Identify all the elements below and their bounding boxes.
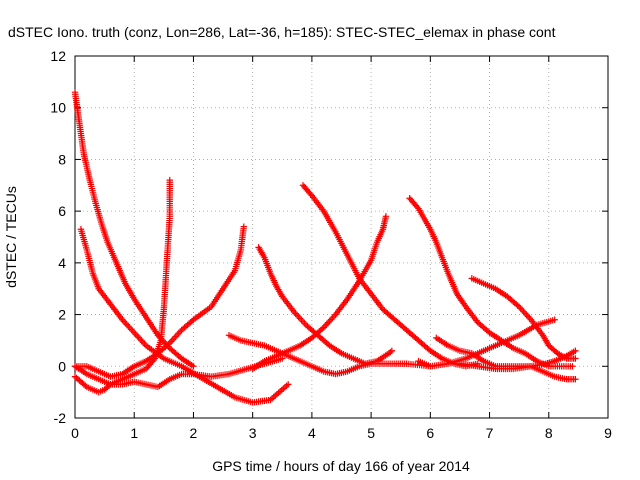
series-arc-8 bbox=[225, 332, 434, 378]
data-point-marker bbox=[322, 322, 329, 330]
series-arc-6 bbox=[255, 244, 396, 367]
data-point-marker bbox=[128, 326, 135, 333]
data-point-marker bbox=[327, 316, 335, 323]
data-point-marker bbox=[520, 308, 527, 315]
data-point-marker bbox=[188, 317, 196, 325]
plot-frame bbox=[74, 55, 609, 419]
x-tick-label: 8 bbox=[545, 425, 553, 441]
series-arc-14 bbox=[456, 347, 579, 373]
data-point-marker bbox=[298, 316, 305, 324]
data-point-marker bbox=[323, 321, 330, 328]
data-point-marker bbox=[293, 312, 301, 319]
x-tick-label: 4 bbox=[308, 425, 316, 441]
x-tick-label: 1 bbox=[130, 425, 138, 441]
data-point-marker bbox=[132, 331, 139, 338]
data-point-marker bbox=[514, 302, 521, 309]
data-point-marker bbox=[169, 336, 176, 343]
x-tick-label: 3 bbox=[249, 425, 257, 441]
series-arc-7 bbox=[249, 213, 390, 373]
data-point-marker bbox=[299, 318, 307, 325]
data-point-marker bbox=[572, 347, 579, 354]
data-point-marker bbox=[296, 315, 304, 322]
chart-title: dSTEC Iono. truth (conz, Lon=286, Lat=-3… bbox=[8, 24, 556, 40]
data-point-marker bbox=[551, 316, 558, 323]
x-tick-label: 6 bbox=[426, 425, 434, 441]
data-point-marker bbox=[307, 190, 314, 198]
y-tick-label: 12 bbox=[50, 48, 66, 64]
data-point-marker bbox=[135, 334, 142, 341]
data-point-marker bbox=[388, 347, 396, 354]
gridlines bbox=[75, 56, 608, 418]
data-point-marker bbox=[175, 330, 182, 337]
data-point-marker bbox=[131, 329, 138, 336]
data-point-marker bbox=[240, 223, 247, 230]
data-point-marker bbox=[168, 338, 175, 345]
y-tick-label: 0 bbox=[58, 358, 66, 374]
data-point-marker bbox=[125, 323, 132, 330]
data-point-marker bbox=[138, 337, 145, 344]
series-arc-3 bbox=[77, 226, 292, 406]
data-point-marker bbox=[326, 317, 333, 325]
data-point-marker bbox=[170, 334, 178, 342]
series-group bbox=[71, 89, 579, 406]
y-tick-label: 8 bbox=[58, 151, 66, 167]
data-point-marker bbox=[172, 333, 179, 340]
data-point-marker bbox=[319, 325, 326, 332]
data-point-marker bbox=[569, 363, 576, 370]
data-point-marker bbox=[123, 321, 131, 328]
data-point-marker bbox=[523, 311, 530, 319]
data-point-marker bbox=[414, 203, 421, 211]
series-arc-1 bbox=[71, 89, 197, 370]
data-point-marker bbox=[552, 348, 560, 356]
data-point-marker bbox=[572, 376, 579, 383]
data-point-marker bbox=[126, 324, 133, 332]
data-point-marker bbox=[165, 341, 172, 348]
data-point-marker bbox=[82, 382, 89, 389]
y-tick-label: 4 bbox=[58, 255, 66, 271]
data-point-marker bbox=[524, 313, 532, 320]
x-tick-label: 9 bbox=[604, 425, 612, 441]
y-tick-label: 10 bbox=[50, 100, 66, 116]
x-tick-label: 0 bbox=[71, 425, 79, 441]
y-tick-label: 6 bbox=[58, 203, 66, 219]
series-arc-13 bbox=[415, 316, 558, 370]
data-point-marker bbox=[572, 355, 579, 362]
data-point-marker bbox=[141, 340, 148, 348]
data-point-marker bbox=[173, 331, 181, 339]
data-point-marker bbox=[387, 348, 394, 356]
x-axis-label: GPS time / hours of day 166 of year 2014 bbox=[212, 458, 470, 474]
x-tick-label: 2 bbox=[190, 425, 198, 441]
data-point-marker bbox=[122, 319, 129, 327]
y-tick-label: -2 bbox=[54, 410, 67, 426]
data-point-marker bbox=[139, 339, 147, 346]
x-tick-label: 5 bbox=[367, 425, 375, 441]
data-point-marker bbox=[129, 327, 136, 335]
y-axis-label: dSTEC / TECUs bbox=[3, 186, 19, 288]
data-point-marker bbox=[517, 305, 524, 312]
x-tick-label: 7 bbox=[486, 425, 494, 441]
data-point-marker bbox=[324, 319, 332, 326]
data-point-marker bbox=[301, 320, 308, 327]
data-point-marker bbox=[176, 328, 184, 335]
data-point-marker bbox=[295, 313, 302, 321]
y-tick-label: 2 bbox=[58, 307, 66, 323]
data-point-marker bbox=[136, 335, 144, 343]
data-point-marker bbox=[190, 363, 197, 370]
series-arc-10 bbox=[406, 195, 576, 370]
series-arc-5 bbox=[71, 223, 247, 380]
data-point-marker bbox=[521, 310, 529, 317]
data-point-marker bbox=[166, 176, 173, 184]
data-point-marker bbox=[329, 314, 336, 322]
data-point-marker bbox=[518, 306, 526, 314]
data-point-marker bbox=[285, 381, 292, 388]
data-point-marker bbox=[133, 332, 141, 340]
data-point-marker bbox=[382, 213, 390, 220]
series-arc-2 bbox=[71, 176, 173, 396]
